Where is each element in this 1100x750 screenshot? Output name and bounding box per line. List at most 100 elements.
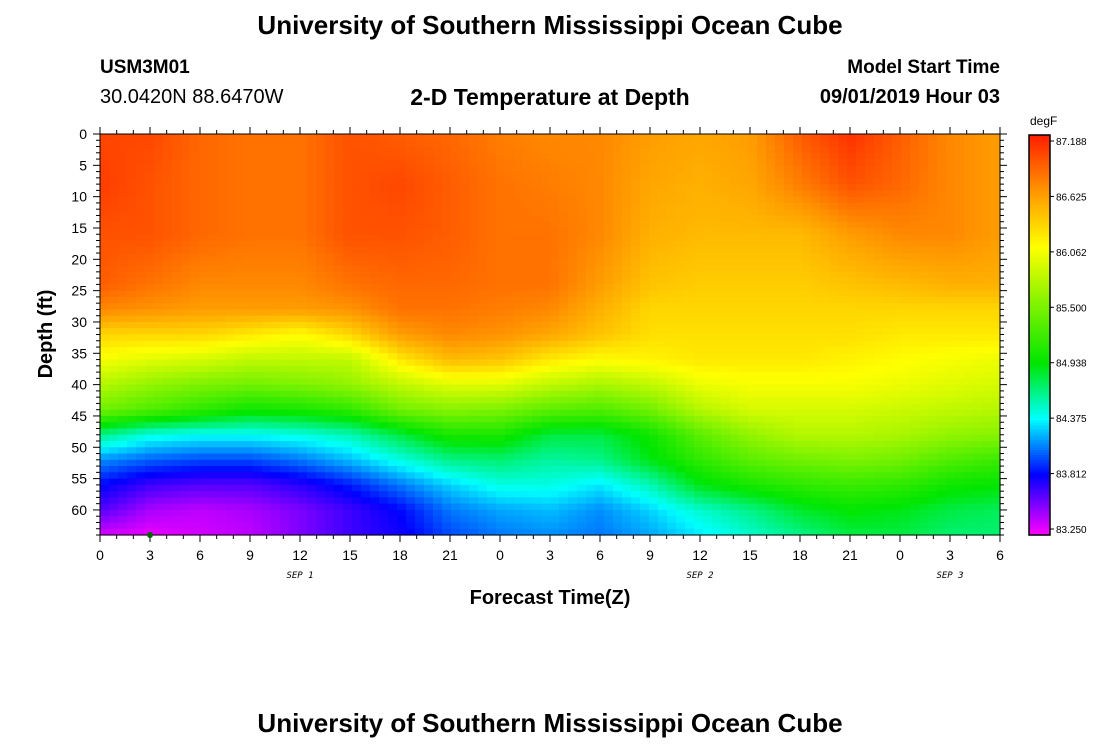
heatmap-cell [622,240,632,248]
heatmap-cell [271,246,281,254]
heatmap-cell [667,221,677,229]
heatmap-cell [253,221,263,229]
station-coordinates: 30.0420N 88.6470W [100,86,284,108]
heatmap-cell [748,159,758,166]
heatmap-cell [334,184,344,191]
heatmap-cell [631,202,641,210]
heatmap-cell [829,434,839,442]
heatmap-cell [586,221,596,229]
heatmap-cell [748,321,758,329]
heatmap-cell [406,165,416,173]
heatmap-cell [568,284,578,292]
heatmap-cell [217,177,227,185]
heatmap-cell [919,328,929,336]
heatmap-cell [217,184,227,191]
heatmap-cell [811,177,821,185]
heatmap-cell [226,296,236,304]
heatmap-cell [370,296,380,304]
heatmap-cell [559,190,569,198]
heatmap-cell [829,177,839,185]
heatmap-cell [163,253,173,260]
heatmap-cell [793,278,803,285]
heatmap-cell [262,177,272,185]
heatmap-cell [820,309,830,317]
heatmap-cell [622,422,632,430]
heatmap-cell [613,296,623,304]
heatmap-cell [568,315,578,323]
heatmap-cell [181,390,191,398]
heatmap-cell [541,140,551,148]
heatmap-cell [514,259,524,267]
heatmap-cell [874,378,884,386]
heatmap-cell [820,234,830,242]
heatmap-cell [406,359,416,367]
heatmap-cell [379,372,389,379]
heatmap-cell [307,328,317,336]
heatmap-cell [982,259,992,267]
heatmap-cell [946,159,956,166]
heatmap-cell [352,321,362,329]
heatmap-cell [694,303,704,311]
heatmap-cell [829,372,839,379]
heatmap-cell [649,215,659,223]
heatmap-cell [622,234,632,242]
heatmap-cell [559,390,569,398]
heatmap-cell [325,334,335,342]
heatmap-cell [820,441,830,448]
heatmap-cell [316,309,326,317]
heatmap-cell [901,159,911,166]
heatmap-cell [928,184,938,191]
heatmap-cell [397,434,407,442]
heatmap-cell [442,146,452,154]
heatmap-cell [136,240,146,248]
heatmap-cell [640,253,650,260]
heatmap-cell [775,177,785,185]
heatmap-cell [595,202,605,210]
heatmap-cell [712,159,722,166]
heatmap-cell [334,328,344,336]
heatmap-cell [514,415,524,423]
heatmap-cell [928,372,938,379]
heatmap-cell [910,378,920,386]
heatmap-cell [163,347,173,354]
heatmap-cell [595,171,605,179]
heatmap-cell [613,177,623,185]
heatmap-cell [415,441,425,448]
heatmap-cell [775,190,785,198]
heatmap-cell [127,321,137,329]
heatmap-cell [235,359,245,367]
heatmap-cell [109,259,119,267]
heatmap-cell [118,340,128,348]
heatmap-cell [946,190,956,198]
heatmap-cell [973,140,983,148]
heatmap-cell [523,159,533,166]
heatmap-cell [883,134,893,141]
heatmap-cell [415,353,425,361]
heatmap-cell [316,177,326,185]
heatmap-cell [712,303,722,311]
heatmap-cell [550,365,560,373]
heatmap-cell [271,441,281,448]
heatmap-cell [604,296,614,304]
heatmap-cell [487,202,497,210]
heatmap-cell [280,397,290,405]
heatmap-cell [550,284,560,292]
heatmap-cell [757,171,767,179]
heatmap-cell [838,140,848,148]
heatmap-cell [118,384,128,392]
heatmap-cell [532,184,542,191]
heatmap-cell [532,215,542,223]
heatmap-cell [577,140,587,148]
heatmap-cell [541,328,551,336]
heatmap-cell [451,359,461,367]
heatmap-cell [748,296,758,304]
heatmap-cell [892,140,902,148]
heatmap-cell [262,415,272,423]
heatmap-cell [253,409,263,417]
heatmap-cell [658,265,668,273]
heatmap-cell [865,246,875,254]
heatmap-cell [145,409,155,417]
heatmap-cell [793,240,803,248]
heatmap-cell [739,184,749,191]
heatmap-cell [910,284,920,292]
